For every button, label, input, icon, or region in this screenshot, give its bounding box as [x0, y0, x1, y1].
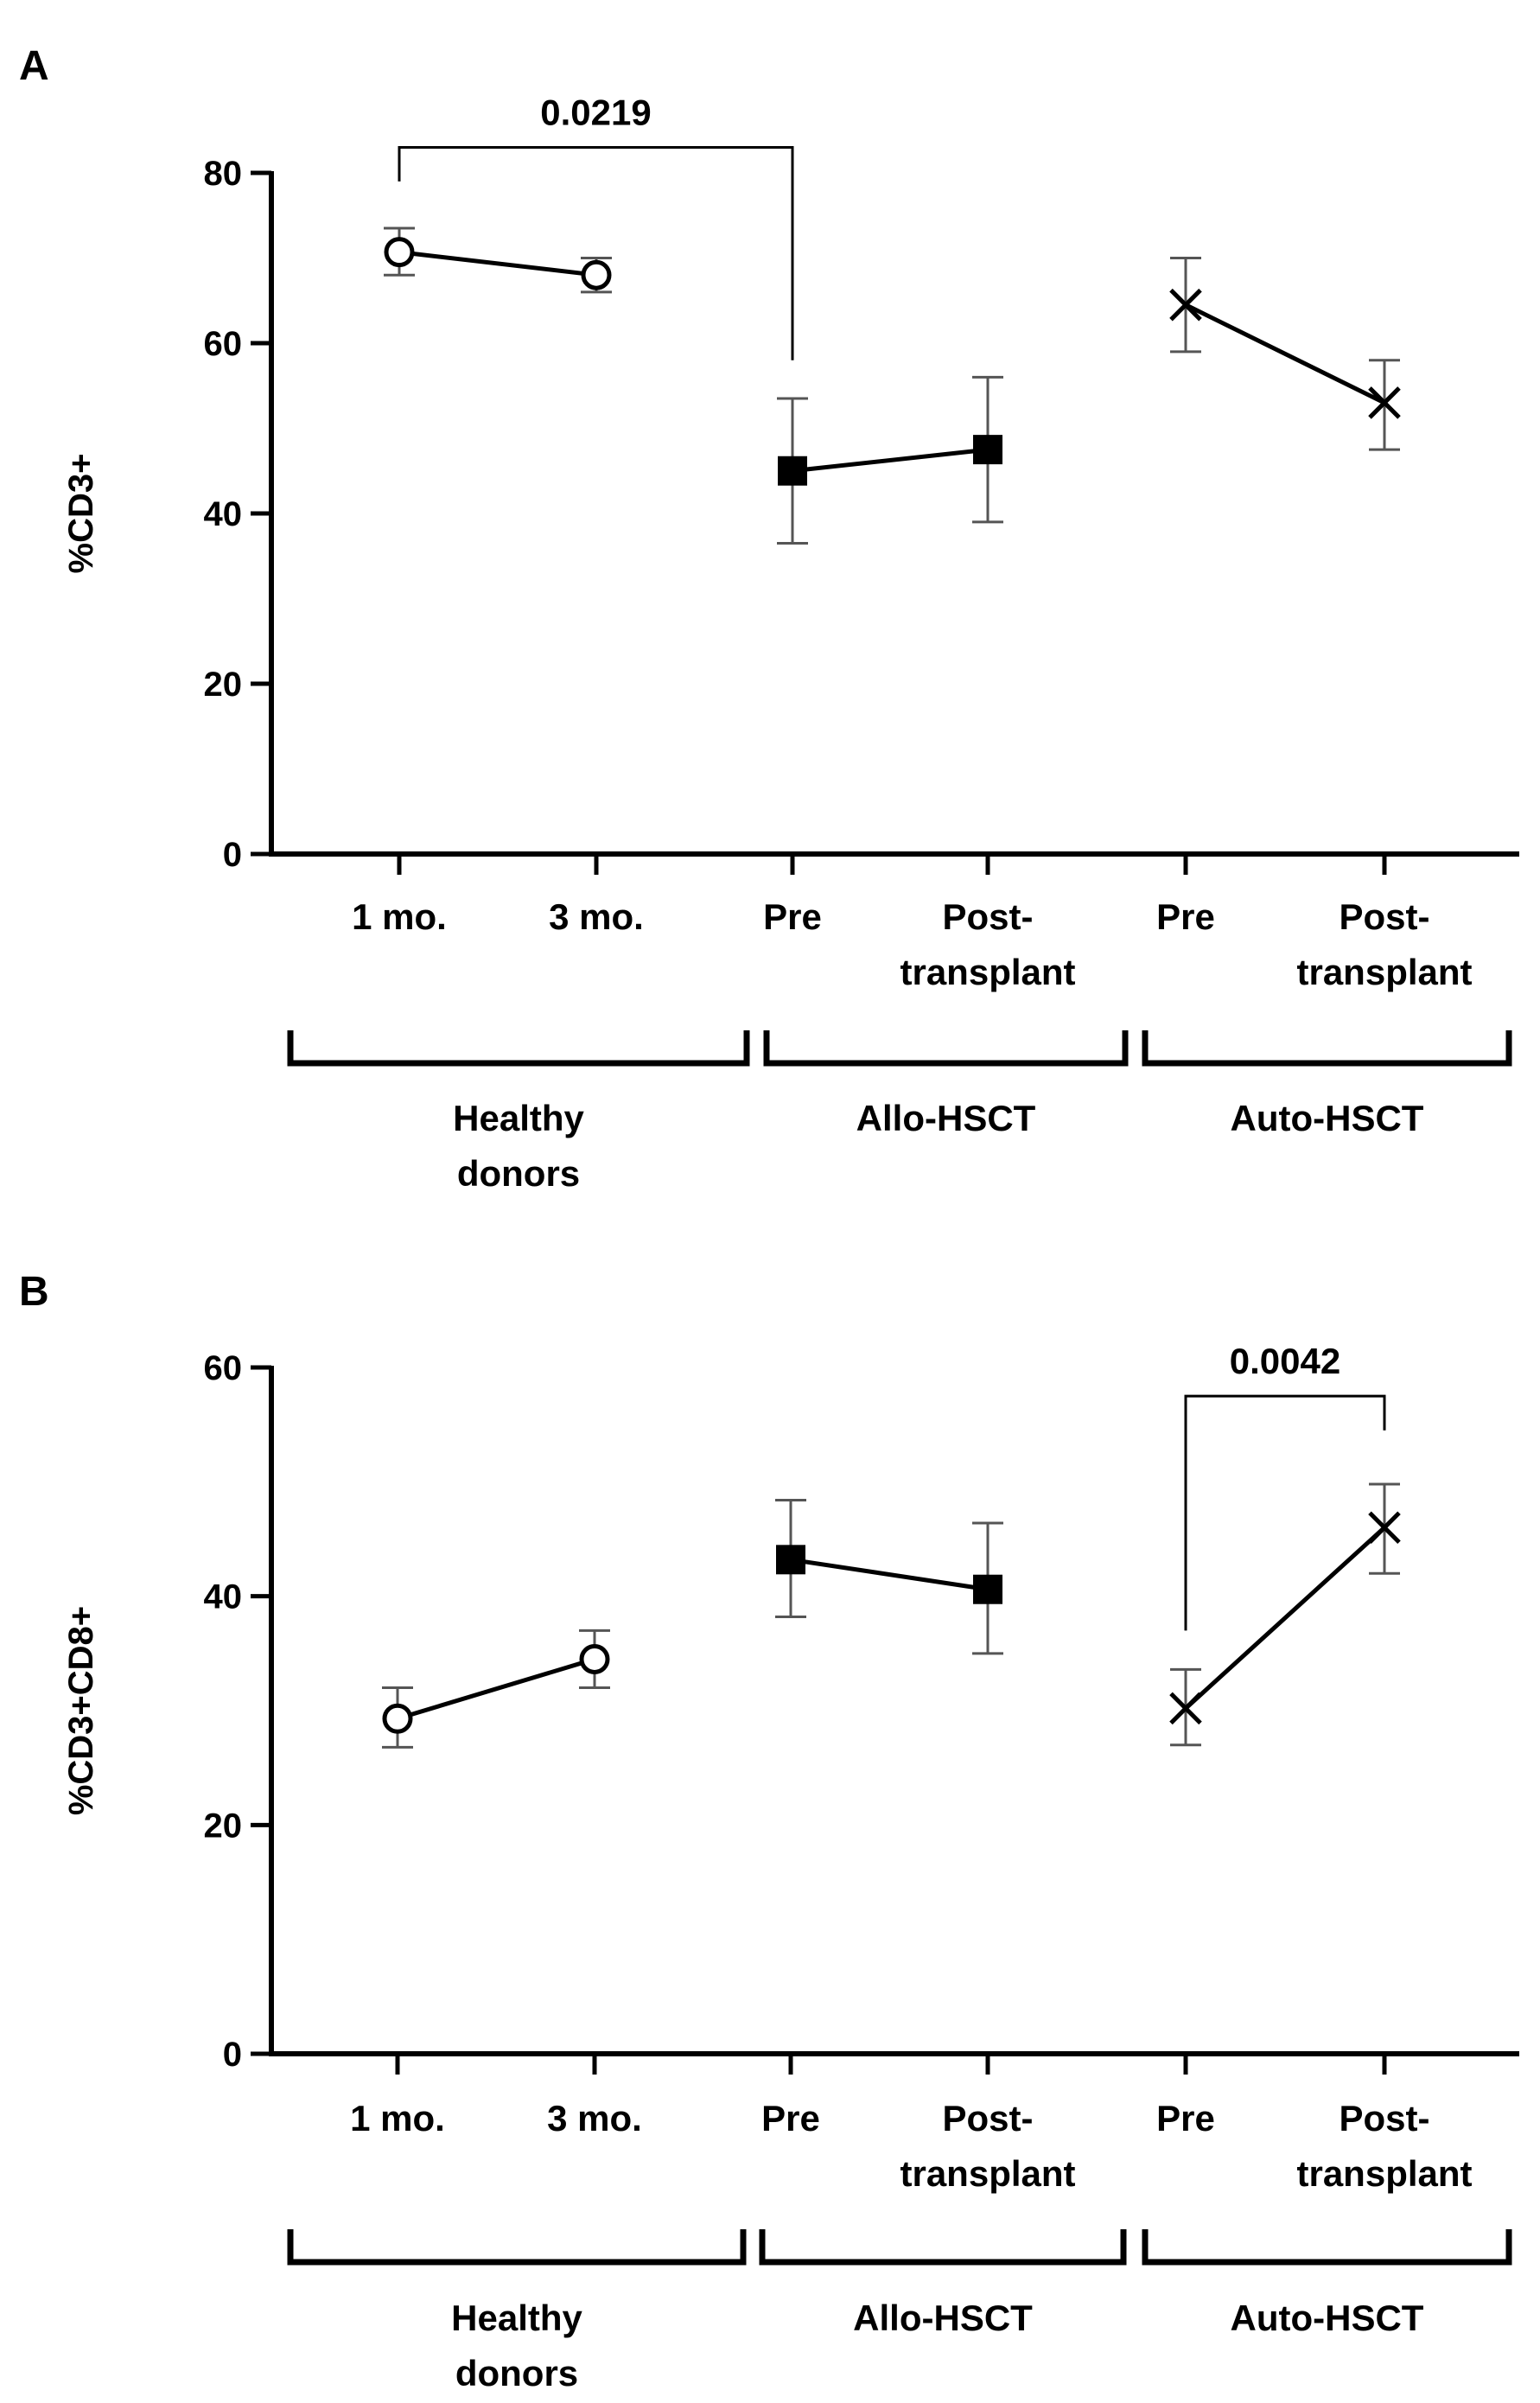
significance-bracket	[398, 145, 794, 360]
group-bracket	[763, 1030, 1129, 1067]
y-tick-label: 80	[204, 155, 243, 193]
y-axis-label: %CD3+CD8+	[62, 1606, 100, 1815]
group-label: Auto-HSCT	[1231, 2298, 1424, 2338]
y-tick-label: 40	[204, 1578, 243, 1616]
group-bracket	[1142, 2229, 1512, 2266]
y-axis-label: %CD3+	[62, 454, 100, 574]
series-line	[790, 1557, 989, 1592]
data-point	[579, 1643, 610, 1674]
panel-label: B	[19, 1269, 49, 1315]
x-tick-label: Post-	[1340, 896, 1430, 937]
x-tick-label: Pre	[763, 896, 822, 937]
panel-b: B 0 20 40 60 %CD3+CD8+ 1 mo. 3 mo. Pre Post-trans…	[19, 1269, 1519, 2393]
series-healthy-donors	[384, 226, 612, 294]
group-label: Allo-HSCT	[853, 2298, 1033, 2338]
series-line	[1184, 303, 1386, 405]
x-tick-label: transplant	[1296, 2153, 1472, 2194]
data-point	[1368, 1511, 1401, 1545]
data-point	[581, 259, 612, 290]
x-tick-label: Pre	[1156, 896, 1215, 937]
group-bracket	[1142, 1030, 1512, 1067]
p-value-label: 0.0042	[1230, 1341, 1340, 1381]
series-line	[792, 447, 989, 474]
x-tick-label: Post-	[1340, 2098, 1430, 2138]
series-line	[398, 250, 597, 277]
data-point	[1169, 1692, 1202, 1725]
series-healthy-donors	[382, 1629, 610, 1749]
data-point	[1368, 386, 1401, 419]
x-tick-label: 1 mo.	[352, 896, 447, 937]
group-label: donors	[455, 2353, 578, 2393]
y-tick-label: 20	[204, 666, 243, 704]
series-line	[1184, 1526, 1386, 1711]
series-allo-hsct	[775, 1499, 1003, 1655]
data-point	[778, 456, 807, 486]
x-tick-label: 3 mo.	[549, 896, 644, 937]
data-point	[1169, 288, 1202, 322]
y-tick-label: 20	[204, 1807, 243, 1845]
x-tick-label: transplant	[900, 2153, 1075, 2194]
data-point	[382, 1703, 413, 1734]
panel-label: A	[19, 43, 49, 89]
y-tick-label: 40	[204, 495, 243, 533]
y-tick-label: 0	[223, 2036, 242, 2074]
group-label: Healthy	[451, 2298, 582, 2338]
group-bracket	[759, 2229, 1127, 2266]
y-tick-label: 60	[204, 1349, 243, 1387]
panel-a: A 0 20 40 60 80 %CD3+ 1 mo. 3 mo. Pre Post-transpl…	[19, 43, 1519, 1194]
group-label: donors	[457, 1153, 580, 1194]
series-allo-hsct	[777, 375, 1003, 545]
x-tick-label: transplant	[1296, 952, 1472, 992]
series-line	[397, 1657, 595, 1721]
significance-bracket	[1184, 1394, 1386, 1631]
data-point	[973, 435, 1002, 465]
x-tick-label: Pre	[1156, 2098, 1215, 2138]
y-tick-label: 60	[204, 325, 243, 363]
group-bracket	[287, 1030, 750, 1067]
x-tick-label: Post-	[943, 2098, 1034, 2138]
y-tick-label: 0	[223, 836, 242, 874]
x-tick-label: Post-	[943, 896, 1034, 937]
x-tick-label: 3 mo.	[547, 2098, 642, 2138]
x-tick-label: 1 mo.	[350, 2098, 445, 2138]
p-value-label: 0.0219	[540, 92, 651, 132]
data-point	[776, 1545, 805, 1575]
data-point	[384, 237, 415, 268]
series-auto-hsct	[1169, 1482, 1401, 1747]
group-bracket	[287, 2229, 747, 2266]
group-label: Auto-HSCT	[1231, 1098, 1424, 1138]
data-point	[973, 1574, 1002, 1604]
group-label: Allo-HSCT	[856, 1098, 1036, 1138]
group-label: Healthy	[453, 1098, 584, 1138]
series-auto-hsct	[1169, 257, 1401, 451]
x-tick-label: transplant	[900, 952, 1075, 992]
x-tick-label: Pre	[761, 2098, 820, 2138]
